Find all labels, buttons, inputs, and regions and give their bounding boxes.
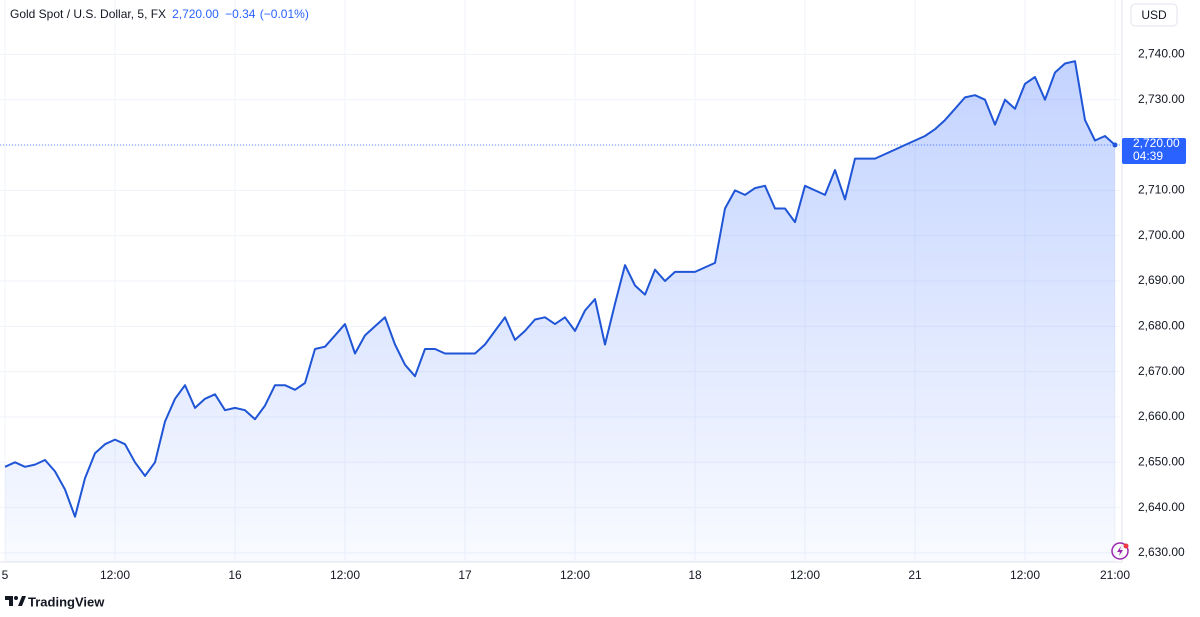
- last-price-box: [1122, 138, 1186, 165]
- y-tick-label: 2,710.00: [1138, 183, 1185, 197]
- x-tick-label: 12:00: [330, 568, 360, 582]
- logo-icon[interactable]: [5, 596, 26, 606]
- y-tick-label: 2,660.00: [1138, 409, 1185, 423]
- brand[interactable]: TradingView: [28, 594, 105, 609]
- price: 2,720.00: [172, 7, 219, 21]
- chart-title: Gold Spot / U.S. Dollar, 5, FX: [10, 7, 166, 21]
- countdown: 04:39: [1133, 149, 1163, 163]
- y-tick-label: 2,630.00: [1138, 545, 1185, 559]
- y-tick-label: 2,670.00: [1138, 364, 1185, 378]
- currency-box[interactable]: [1130, 3, 1178, 27]
- x-tick-label: 17: [458, 568, 472, 582]
- x-tick-label: 21: [908, 568, 922, 582]
- last-price-label: 2,720.00: [1133, 136, 1180, 150]
- y-tick-label: 2,740.00: [1138, 47, 1185, 61]
- plot: [0, 60, 1122, 562]
- x-tick-label: 12:00: [1010, 568, 1040, 582]
- x-tick-label: 18: [688, 568, 702, 582]
- alert-icon[interactable]: [1111, 542, 1129, 560]
- y-tick-label: 2,730.00: [1138, 92, 1185, 106]
- y-tick-label: 2,680.00: [1138, 318, 1185, 332]
- x-tick-label: 21:00: [1100, 568, 1130, 582]
- y-tick-label: 2,650.00: [1138, 454, 1185, 468]
- price-line: [4, 60, 1116, 518]
- y-tick-label: 2,640.00: [1138, 500, 1185, 514]
- currency[interactable]: USD: [1141, 8, 1167, 22]
- x-tick-label: 12:00: [560, 568, 590, 582]
- y-tick-label: 2,700.00: [1138, 228, 1185, 242]
- x-tick-label: 12:00: [100, 568, 130, 582]
- change-percent: (−0.01%): [260, 7, 309, 21]
- last-point: [1112, 142, 1118, 148]
- y-tick-label: 2,690.00: [1138, 273, 1185, 287]
- change: −0.34: [225, 7, 256, 21]
- x-tick-label: 12:00: [790, 568, 820, 582]
- area-fill: [5, 61, 1115, 562]
- x-tick-label: 16: [228, 568, 242, 582]
- x-tick-label: 5: [2, 568, 9, 582]
